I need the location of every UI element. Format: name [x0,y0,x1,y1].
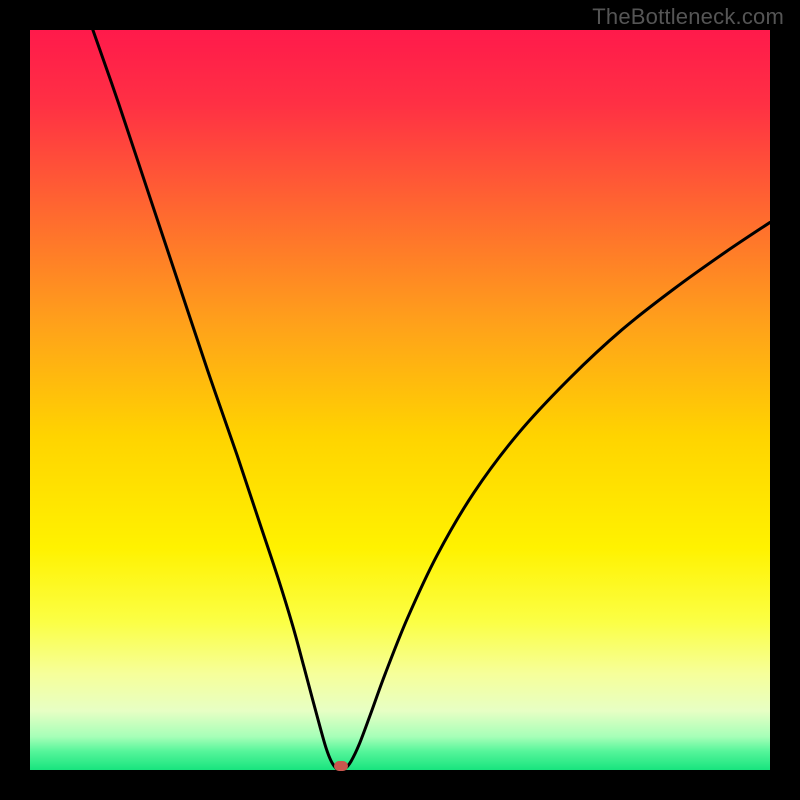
chart-frame: TheBottleneck.com [0,0,800,800]
plot-svg [30,30,770,770]
plot-background [30,30,770,770]
watermark-text: TheBottleneck.com [592,4,784,30]
minimum-marker [334,761,348,771]
plot-area [30,30,770,770]
